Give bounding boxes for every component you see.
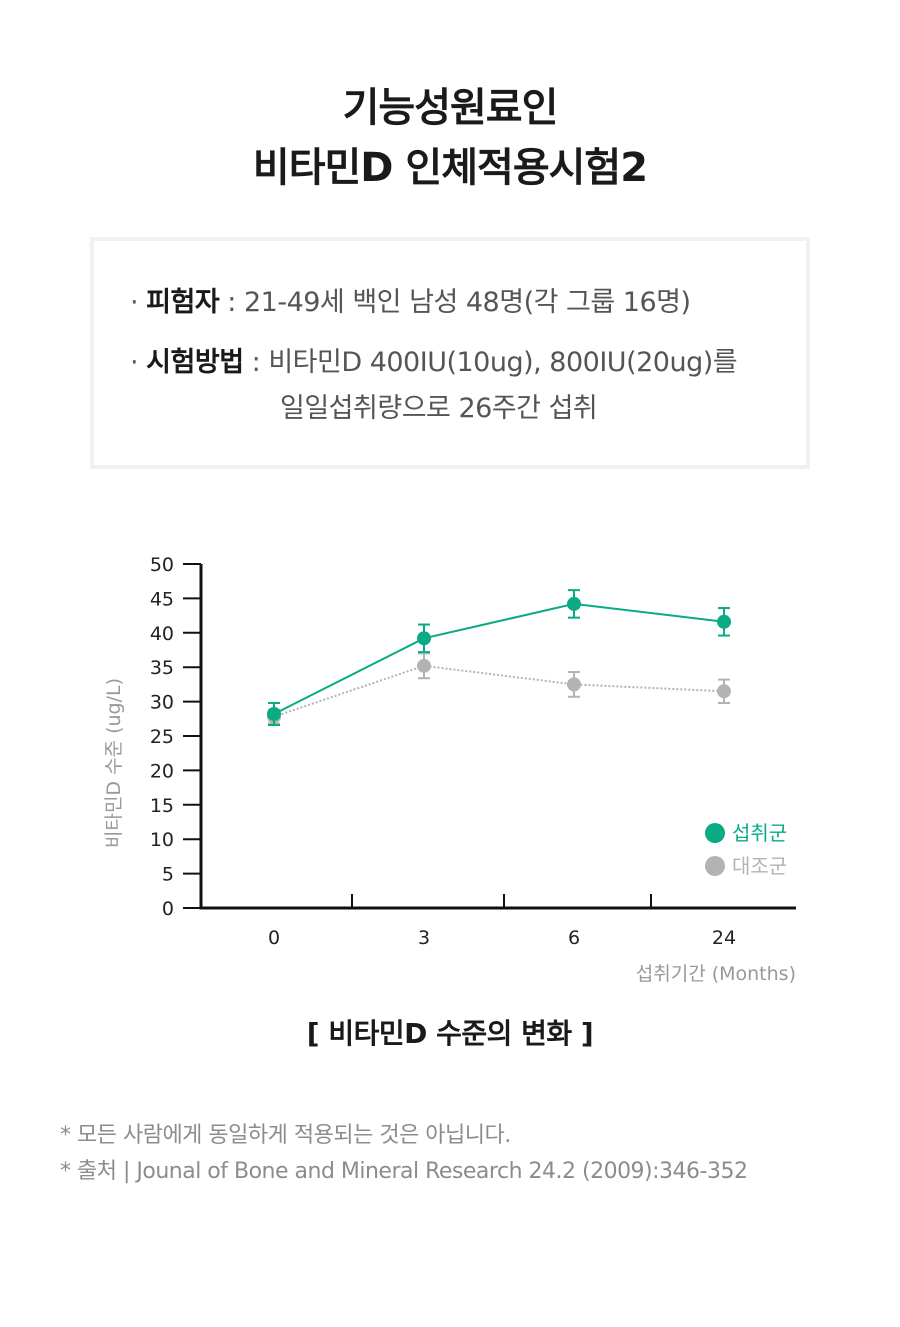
y-tick-label: 0	[162, 898, 174, 920]
y-tick-label: 10	[150, 829, 174, 851]
legend-marker	[705, 823, 725, 843]
y-tick-label: 45	[150, 588, 174, 610]
y-tick-label: 15	[150, 795, 174, 817]
subjects-value: 21-49세 백인 남성 48명(각 그룹 16명)	[243, 287, 691, 318]
y-tick-label: 5	[162, 864, 174, 886]
data-point	[417, 631, 431, 646]
method-value-line-1: 비타민D 400IU(10ug), 800IU(20ug)를	[268, 347, 738, 378]
legend-marker	[705, 856, 725, 876]
x-axis-label: 섭취기간 (Months)	[636, 963, 796, 985]
title-line-1: 기능성원료인	[342, 85, 559, 131]
data-point	[267, 706, 281, 721]
title-line-2: 비타민D 인체적용시험2	[252, 145, 648, 191]
method-bullet: ·	[130, 347, 147, 378]
page-title: 기능성원료인 비타민D 인체적용시험2	[0, 78, 900, 198]
data-point	[567, 677, 581, 692]
data-point	[717, 684, 731, 699]
chart-svg: 0 5 10 15 20 25 30 35 40 45 50 0 3 6 24 섭취기간 (Months) 비타…	[103, 554, 796, 985]
x-tick-label: 0	[268, 927, 280, 949]
method-value-line-2: 일일섭취량으로 26주간 섭취	[280, 393, 598, 424]
y-tick-label: 20	[150, 760, 174, 782]
series-line-control	[273, 664, 725, 718]
y-axis-label: 비타민D 수준 (ug/L)	[103, 678, 125, 848]
footnotes: * 모든 사람에게 동일하게 적용되는 것은 아닙니다. * 출처 | Joun…	[60, 1118, 748, 1190]
x-tick-label: 24	[712, 927, 736, 949]
subjects-row: · 피험자 : 21-49세 백인 남성 48명(각 그룹 16명)	[130, 283, 691, 323]
method-label: 시험방법	[146, 347, 244, 378]
y-tick-label: 50	[150, 554, 174, 576]
x-tick-label: 6	[568, 927, 580, 949]
legend-label: 섭취군	[732, 821, 787, 845]
x-tick-label: 3	[418, 927, 430, 949]
data-point	[567, 596, 581, 611]
chart-caption: [ 비타민D 수준의 변화 ]	[306, 1017, 594, 1050]
subjects-separator: :	[219, 287, 244, 318]
y-tick-label: 40	[150, 623, 174, 645]
data-point	[417, 658, 431, 673]
legend-label: 대조군	[732, 854, 787, 878]
method-separator: :	[243, 347, 269, 378]
vitamin-d-chart: 0 5 10 15 20 25 30 35 40 45 50 0 3 6 24 섭취기간 (Months) 비타…	[0, 540, 900, 1000]
subjects-bullet: ·	[130, 287, 147, 318]
study-info-box: · 피험자 : 21-49세 백인 남성 48명(각 그룹 16명) · 시험방…	[90, 237, 810, 469]
method-row: · 시험방법 : 비타민D 400IU(10ug), 800IU(20ug)를	[130, 343, 738, 383]
footnote-disclaimer: * 모든 사람에게 동일하게 적용되는 것은 아닙니다.	[60, 1123, 511, 1148]
subjects-label: 피험자	[146, 287, 220, 318]
footnote-source: * 출처 | Jounal of Bone and Mineral Resear…	[60, 1159, 748, 1184]
y-tick-label: 30	[150, 692, 174, 714]
data-point	[717, 614, 731, 629]
y-tick-label: 35	[150, 657, 174, 679]
y-tick-label: 25	[150, 726, 174, 748]
series-line-treatment	[273, 602, 725, 715]
